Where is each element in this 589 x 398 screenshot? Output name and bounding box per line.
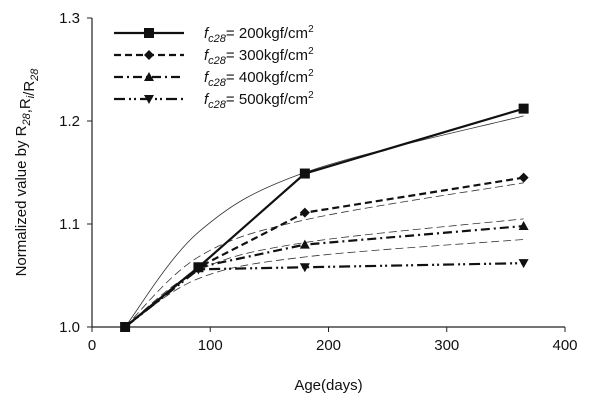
data-point: [518, 103, 529, 114]
legend-subscript: c28: [208, 99, 227, 111]
y-tick-label: 1.0: [59, 319, 80, 336]
data-point: [193, 265, 204, 275]
legend-label: fc28= 200kgf/cm2: [204, 24, 314, 45]
y-tick-label: 1.1: [59, 216, 80, 233]
data-point: [518, 259, 529, 269]
y-axis-label-subscript: i: [25, 95, 37, 98]
y-axis-label-part: Normalized value by R: [13, 125, 30, 276]
fit-curve-1: [124, 115, 524, 328]
y-axis-label: Normalized value by R28,Ri/R28: [13, 68, 41, 277]
legend-marker: [144, 95, 154, 104]
legend-value: = 300kgf/cm: [226, 47, 308, 64]
legend-label: fc28= 500kgf/cm2: [204, 90, 314, 111]
series-line-1: [124, 107, 524, 328]
legend-superscript: 2: [308, 90, 314, 101]
axes: [87, 17, 566, 332]
y-axis-label-subscript: 28: [21, 112, 33, 126]
fit-curve-2: [124, 182, 524, 328]
legend-label: fc28= 300kgf/cm2: [204, 46, 314, 67]
legend-label: fc28= 400kgf/cm2: [204, 68, 314, 89]
legend-marker: [144, 72, 154, 81]
data-series: [120, 103, 529, 332]
legend-entry-1: fc28= 200kgf/cm2: [114, 24, 314, 45]
legend-subscript: c28: [208, 77, 227, 89]
legend-subscript: c28: [208, 33, 227, 45]
series-line-2: [124, 176, 524, 328]
legend-subscript: c28: [208, 55, 227, 67]
legend-entry-4: fc28= 500kgf/cm2: [114, 90, 314, 111]
legend-symbol: f: [204, 91, 210, 108]
legend-symbol: f: [204, 47, 210, 64]
x-tick-label: 100: [198, 337, 223, 354]
legend-superscript: 2: [308, 24, 314, 35]
x-tick-label: 400: [552, 337, 577, 354]
y-tick-label: 1.3: [59, 10, 80, 27]
data-point: [120, 323, 131, 332]
data-point: [518, 172, 529, 183]
data-point: [299, 207, 310, 218]
legend-value: = 200kgf/cm: [226, 25, 308, 42]
legend-value: = 500kgf/cm: [226, 91, 308, 108]
legend-symbol: f: [204, 25, 210, 42]
legend-marker: [144, 28, 154, 38]
legend-value: = 400kgf/cm: [226, 69, 308, 86]
series-line-4: [124, 262, 524, 328]
legend-superscript: 2: [308, 46, 314, 57]
series-4: [120, 259, 529, 332]
x-axis-label: Age(days): [294, 377, 362, 394]
series-3: [120, 221, 529, 331]
data-point: [518, 221, 529, 231]
x-tick-label: 200: [316, 337, 341, 354]
y-axis-label-subscript: 28: [29, 68, 41, 82]
legend-marker: [144, 50, 154, 60]
legend-entry-3: fc28= 400kgf/cm2: [114, 68, 314, 89]
series-1: [120, 103, 529, 332]
legend-symbol: f: [204, 69, 210, 86]
data-point: [299, 239, 310, 249]
y-axis-label-part: ,R: [17, 98, 34, 113]
fit-curve-4: [124, 239, 524, 328]
fit-curves: [124, 115, 524, 328]
data-point: [299, 168, 310, 179]
y-axis-label-part: /R: [21, 81, 38, 96]
y-tick-label: 1.2: [59, 113, 80, 130]
data-point: [299, 263, 310, 273]
legend-entry-2: fc28= 300kgf/cm2: [114, 46, 314, 67]
legend-superscript: 2: [308, 68, 314, 79]
tick-labels: 0 100 200 300 400 1.0 1.1 1.2 1.3: [59, 10, 577, 354]
x-tick-label: 0: [88, 337, 96, 354]
x-tick-label: 300: [434, 337, 459, 354]
series-line-3: [124, 224, 524, 328]
series-2: [120, 172, 529, 332]
fit-curve-3: [124, 218, 524, 328]
